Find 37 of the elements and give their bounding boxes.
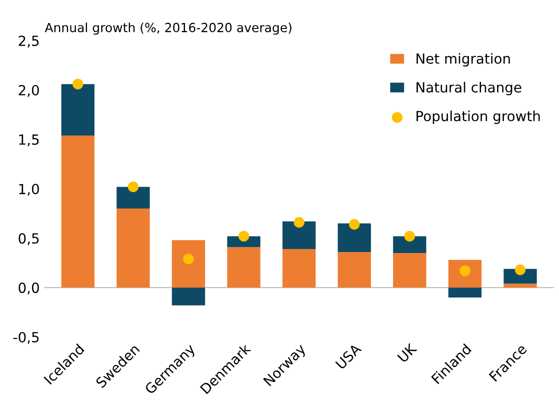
bar <box>61 135 94 288</box>
legend-label: Natural change <box>416 82 522 96</box>
legend-label: Population growth <box>416 110 540 124</box>
point <box>349 219 360 230</box>
bar <box>504 284 537 288</box>
chart-title: Annual growth (%, 2016-2020 average) <box>44 22 292 35</box>
bar <box>227 247 260 288</box>
point <box>72 78 84 90</box>
bar <box>393 236 426 254</box>
bar <box>282 249 316 288</box>
y-tick-label: 0,5 <box>18 233 39 246</box>
bar <box>116 208 150 288</box>
y-tick-label: 2,5 <box>18 36 39 48</box>
y-tick-label: 1,5 <box>19 134 39 146</box>
bar <box>448 260 482 288</box>
bar <box>338 223 371 252</box>
x-tick-label: USA <box>335 342 362 370</box>
bar <box>172 240 206 288</box>
bar <box>61 84 94 136</box>
legend-label: Net migration <box>416 53 510 67</box>
y-tick-label: 0,0 <box>18 282 39 294</box>
point <box>183 254 194 264</box>
y-tick-label: 1,0 <box>19 184 39 196</box>
x-tick-label: UK <box>397 342 418 363</box>
bar <box>172 288 206 306</box>
bar <box>282 221 316 250</box>
y-tick-label: 2,0 <box>18 84 39 97</box>
point <box>294 217 304 228</box>
point <box>404 230 416 242</box>
point <box>128 181 139 192</box>
point <box>238 230 250 242</box>
point <box>514 264 526 276</box>
bar <box>448 288 482 298</box>
bar <box>393 253 426 288</box>
y-tick-label: -0,5 <box>13 332 39 344</box>
bar <box>338 252 371 288</box>
bar <box>116 186 150 209</box>
